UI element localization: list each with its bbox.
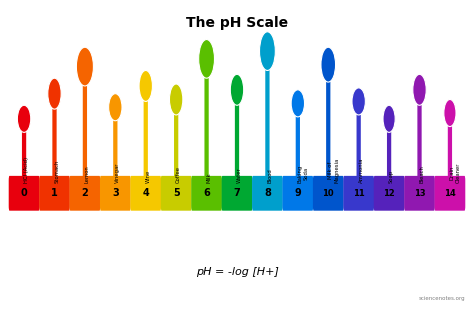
Ellipse shape xyxy=(383,105,395,132)
FancyBboxPatch shape xyxy=(9,176,39,211)
FancyBboxPatch shape xyxy=(343,176,374,211)
Ellipse shape xyxy=(139,71,153,101)
FancyBboxPatch shape xyxy=(404,176,435,211)
Text: 7: 7 xyxy=(234,188,240,198)
Ellipse shape xyxy=(259,32,275,71)
FancyBboxPatch shape xyxy=(283,176,313,211)
Ellipse shape xyxy=(170,84,183,115)
Text: Baking
Soda: Baking Soda xyxy=(298,164,309,183)
Text: 2: 2 xyxy=(82,188,88,198)
Text: Ammonia: Ammonia xyxy=(359,157,364,183)
Text: Blood: Blood xyxy=(267,168,273,183)
Text: Water: Water xyxy=(237,167,242,183)
FancyBboxPatch shape xyxy=(144,98,148,185)
FancyBboxPatch shape xyxy=(313,176,344,211)
Ellipse shape xyxy=(76,47,93,86)
FancyBboxPatch shape xyxy=(296,113,300,185)
Text: 14: 14 xyxy=(444,189,456,198)
Ellipse shape xyxy=(444,100,456,127)
Ellipse shape xyxy=(199,39,215,78)
Ellipse shape xyxy=(321,47,336,82)
Text: pH = -log [H+]: pH = -log [H+] xyxy=(196,266,278,277)
FancyBboxPatch shape xyxy=(387,129,391,185)
Text: Bleach: Bleach xyxy=(419,165,425,183)
FancyBboxPatch shape xyxy=(22,129,26,185)
Text: Coffee: Coffee xyxy=(176,166,181,183)
Text: 0: 0 xyxy=(21,188,27,198)
Ellipse shape xyxy=(352,88,365,115)
FancyBboxPatch shape xyxy=(70,176,100,211)
Text: Soap: Soap xyxy=(389,169,394,183)
Ellipse shape xyxy=(291,90,304,117)
Text: 11: 11 xyxy=(353,189,365,198)
Ellipse shape xyxy=(230,74,244,105)
FancyBboxPatch shape xyxy=(222,176,252,211)
Text: 3: 3 xyxy=(112,188,118,198)
FancyBboxPatch shape xyxy=(326,78,330,185)
Text: Drain
Cleaner: Drain Cleaner xyxy=(450,162,461,183)
FancyBboxPatch shape xyxy=(113,117,118,185)
Text: 13: 13 xyxy=(414,189,425,198)
FancyBboxPatch shape xyxy=(448,123,452,185)
Text: Milk of
Magnesia: Milk of Magnesia xyxy=(328,158,339,183)
FancyBboxPatch shape xyxy=(174,111,178,185)
Text: sciencenotes.org: sciencenotes.org xyxy=(419,296,465,301)
Text: 12: 12 xyxy=(383,189,395,198)
FancyBboxPatch shape xyxy=(130,176,161,211)
FancyBboxPatch shape xyxy=(235,101,239,185)
Text: 4: 4 xyxy=(142,188,149,198)
FancyBboxPatch shape xyxy=(52,105,56,185)
FancyBboxPatch shape xyxy=(83,82,87,185)
FancyBboxPatch shape xyxy=(265,66,270,185)
Text: Vinegar: Vinegar xyxy=(115,162,120,183)
FancyBboxPatch shape xyxy=(191,176,222,211)
FancyBboxPatch shape xyxy=(356,111,361,185)
Text: 1: 1 xyxy=(51,188,58,198)
FancyBboxPatch shape xyxy=(161,176,191,211)
FancyBboxPatch shape xyxy=(204,74,209,185)
FancyBboxPatch shape xyxy=(39,176,70,211)
Text: The pH Scale: The pH Scale xyxy=(186,16,288,30)
Text: 10: 10 xyxy=(322,189,334,198)
FancyBboxPatch shape xyxy=(252,176,283,211)
FancyBboxPatch shape xyxy=(435,176,465,211)
Ellipse shape xyxy=(413,74,426,105)
Text: Lemon: Lemon xyxy=(85,165,90,183)
Ellipse shape xyxy=(109,94,122,121)
Text: 5: 5 xyxy=(173,188,180,198)
Text: Wine: Wine xyxy=(146,169,151,183)
FancyBboxPatch shape xyxy=(374,176,404,211)
FancyBboxPatch shape xyxy=(418,101,422,185)
Text: Stomach: Stomach xyxy=(55,159,60,183)
Text: 9: 9 xyxy=(294,188,301,198)
Text: Milk: Milk xyxy=(207,172,211,183)
Text: 8: 8 xyxy=(264,188,271,198)
FancyBboxPatch shape xyxy=(100,176,131,211)
Ellipse shape xyxy=(18,105,31,132)
Text: 6: 6 xyxy=(203,188,210,198)
Ellipse shape xyxy=(48,78,61,109)
Text: HCl (Acid): HCl (Acid) xyxy=(24,157,29,183)
